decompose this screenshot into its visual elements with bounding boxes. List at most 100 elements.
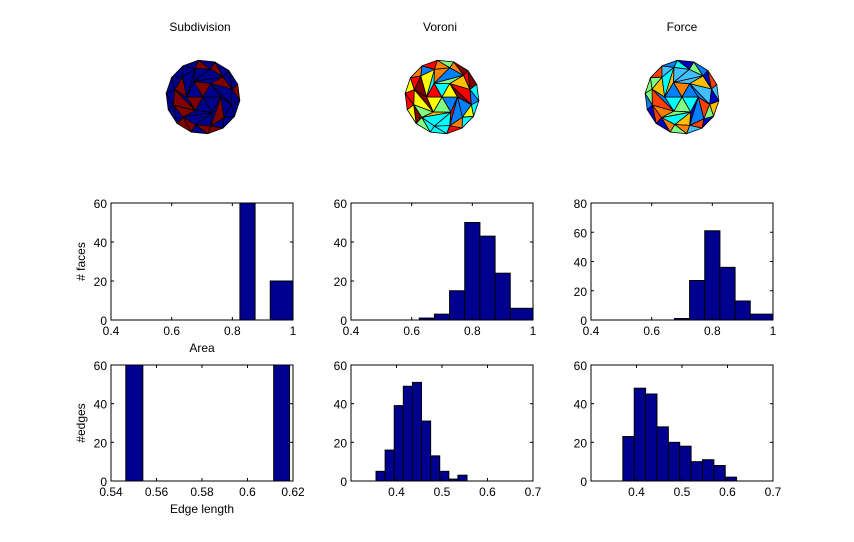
x-tick-label: 1: [770, 324, 777, 338]
x-tick-label: 0.4: [103, 324, 120, 338]
histogram-bar: [449, 290, 466, 321]
x-tick-label: 0.56: [145, 485, 169, 499]
histogram-bar: [479, 235, 496, 321]
y-tick-label: 60: [334, 359, 348, 373]
title-force: Force: [667, 20, 698, 34]
histogram-bar: [734, 300, 751, 321]
x-tick-label: 1: [530, 324, 537, 338]
x-tick-label: 1: [290, 324, 297, 338]
histogram-bar: [384, 449, 395, 482]
axes-box: [350, 202, 534, 321]
y-tick-label: 40: [334, 398, 348, 412]
y-tick-label: 20: [574, 436, 588, 450]
histogram-bar: [393, 405, 404, 482]
histogram-bar: [719, 266, 736, 321]
histogram-bar: [439, 470, 450, 482]
histogram-bar: [645, 393, 658, 482]
histogram-bar: [689, 280, 706, 321]
x-tick-label: 0.6: [479, 485, 496, 499]
histogram-voroni-edge: 0.4 0.5 0.6 0.7 0 20 40 60: [334, 359, 542, 499]
x-tick-label: 0.4: [388, 485, 405, 499]
y-tick-label: 40: [94, 236, 108, 250]
sphere-facet: [689, 83, 711, 105]
sphere-facet: [709, 88, 720, 105]
sphere-force: [644, 59, 720, 135]
y-tick-label: 80: [574, 197, 588, 211]
histogram-bar: [701, 459, 715, 482]
y-tick-label: 20: [94, 275, 108, 289]
y-tick-label: 20: [334, 436, 348, 450]
sphere-facet: [469, 89, 480, 106]
x-tick-label: 0.54: [99, 485, 123, 499]
y-axis-label: # faces: [74, 242, 88, 281]
x-tick-label: 0.5: [434, 485, 451, 499]
x-tick-label: 0.4: [343, 324, 360, 338]
x-tick-label: 0.62: [281, 485, 305, 499]
title-subdivision: Subdivision: [169, 20, 230, 34]
axes-box: [110, 202, 294, 321]
histogram-bar: [494, 272, 511, 321]
histogram-bar: [433, 313, 451, 321]
x-tick-label: 0.6: [643, 324, 660, 338]
histogram-bar: [724, 476, 738, 482]
y-tick-label: 0: [580, 314, 587, 328]
y-tick-label: 60: [574, 359, 588, 373]
histogram-subdivision-edge: 0.54 0.56 0.58 0.6 0.62 0 20 40 60 Edge length #ed…: [74, 359, 305, 516]
histogram-bar: [667, 441, 681, 482]
x-tick-label: 0.8: [464, 324, 481, 338]
y-tick-label: 20: [94, 436, 108, 450]
histogram-bar: [125, 364, 144, 482]
y-tick-label: 20: [334, 275, 348, 289]
histogram-bar: [239, 202, 256, 321]
x-tick-label: 0.8: [704, 324, 721, 338]
plot-area: [351, 365, 533, 481]
histogram-bar: [375, 470, 386, 482]
histogram-bar: [402, 385, 413, 482]
histogram-bar: [421, 420, 432, 482]
histogram-bar: [749, 313, 774, 321]
histogram-bar: [464, 222, 481, 321]
x-tick-label: 0.58: [190, 485, 214, 499]
sphere-subdivision: [165, 59, 241, 135]
y-tick-label: 60: [94, 197, 108, 211]
histogram-bar: [622, 436, 635, 482]
histogram-force-area: 0.4 0.6 0.8 1 0 20 40 60 80: [574, 197, 777, 338]
y-tick-label: 60: [574, 226, 588, 240]
histogram-bar: [713, 465, 726, 482]
x-tick-label: 0.6: [403, 324, 420, 338]
y-tick-label: 0: [580, 475, 587, 489]
histogram-bar: [457, 474, 468, 482]
sphere-facet: [449, 83, 472, 106]
histogram-force-edge: 0.4 0.5 0.6 0.7 0 20 40 60: [574, 359, 782, 499]
x-tick-label: 0.6: [719, 485, 736, 499]
plot-area: [111, 203, 293, 320]
y-tick-label: 20: [574, 285, 588, 299]
sphere-facet: [210, 83, 232, 105]
y-tick-label: 0: [340, 475, 347, 489]
y-tick-label: 40: [334, 236, 348, 250]
y-tick-label: 40: [574, 256, 588, 270]
x-axis-label: Edge length: [170, 502, 234, 516]
y-tick-label: 60: [334, 197, 348, 211]
y-tick-label: 40: [94, 398, 108, 412]
sphere-voroni: [404, 59, 480, 135]
histogram-voroni-area: 0.4 0.6 0.8 1 0 20 40 60: [334, 197, 537, 338]
y-tick-label: 60: [94, 359, 108, 373]
sphere-facet: [230, 88, 241, 105]
histogram-bar: [704, 230, 721, 321]
x-tick-label: 0.6: [239, 485, 256, 499]
x-tick-label: 0.4: [628, 485, 645, 499]
x-tick-label: 0.4: [583, 324, 600, 338]
x-tick-label: 0.5: [674, 485, 691, 499]
x-tick-label: 0.7: [765, 485, 782, 499]
histogram-bar: [411, 381, 423, 482]
x-tick-label: 0.8: [224, 324, 241, 338]
histogram-bar: [509, 307, 534, 321]
histogram-bar: [679, 445, 692, 482]
histogram-bar: [430, 455, 441, 482]
y-tick-label: 0: [340, 314, 347, 328]
histogram-bar: [269, 280, 294, 321]
histogram-subdivision-area: 0.4 0.6 0.8 1 0 20 40 60 Area # faces: [74, 197, 297, 355]
x-tick-label: 0.6: [163, 324, 180, 338]
